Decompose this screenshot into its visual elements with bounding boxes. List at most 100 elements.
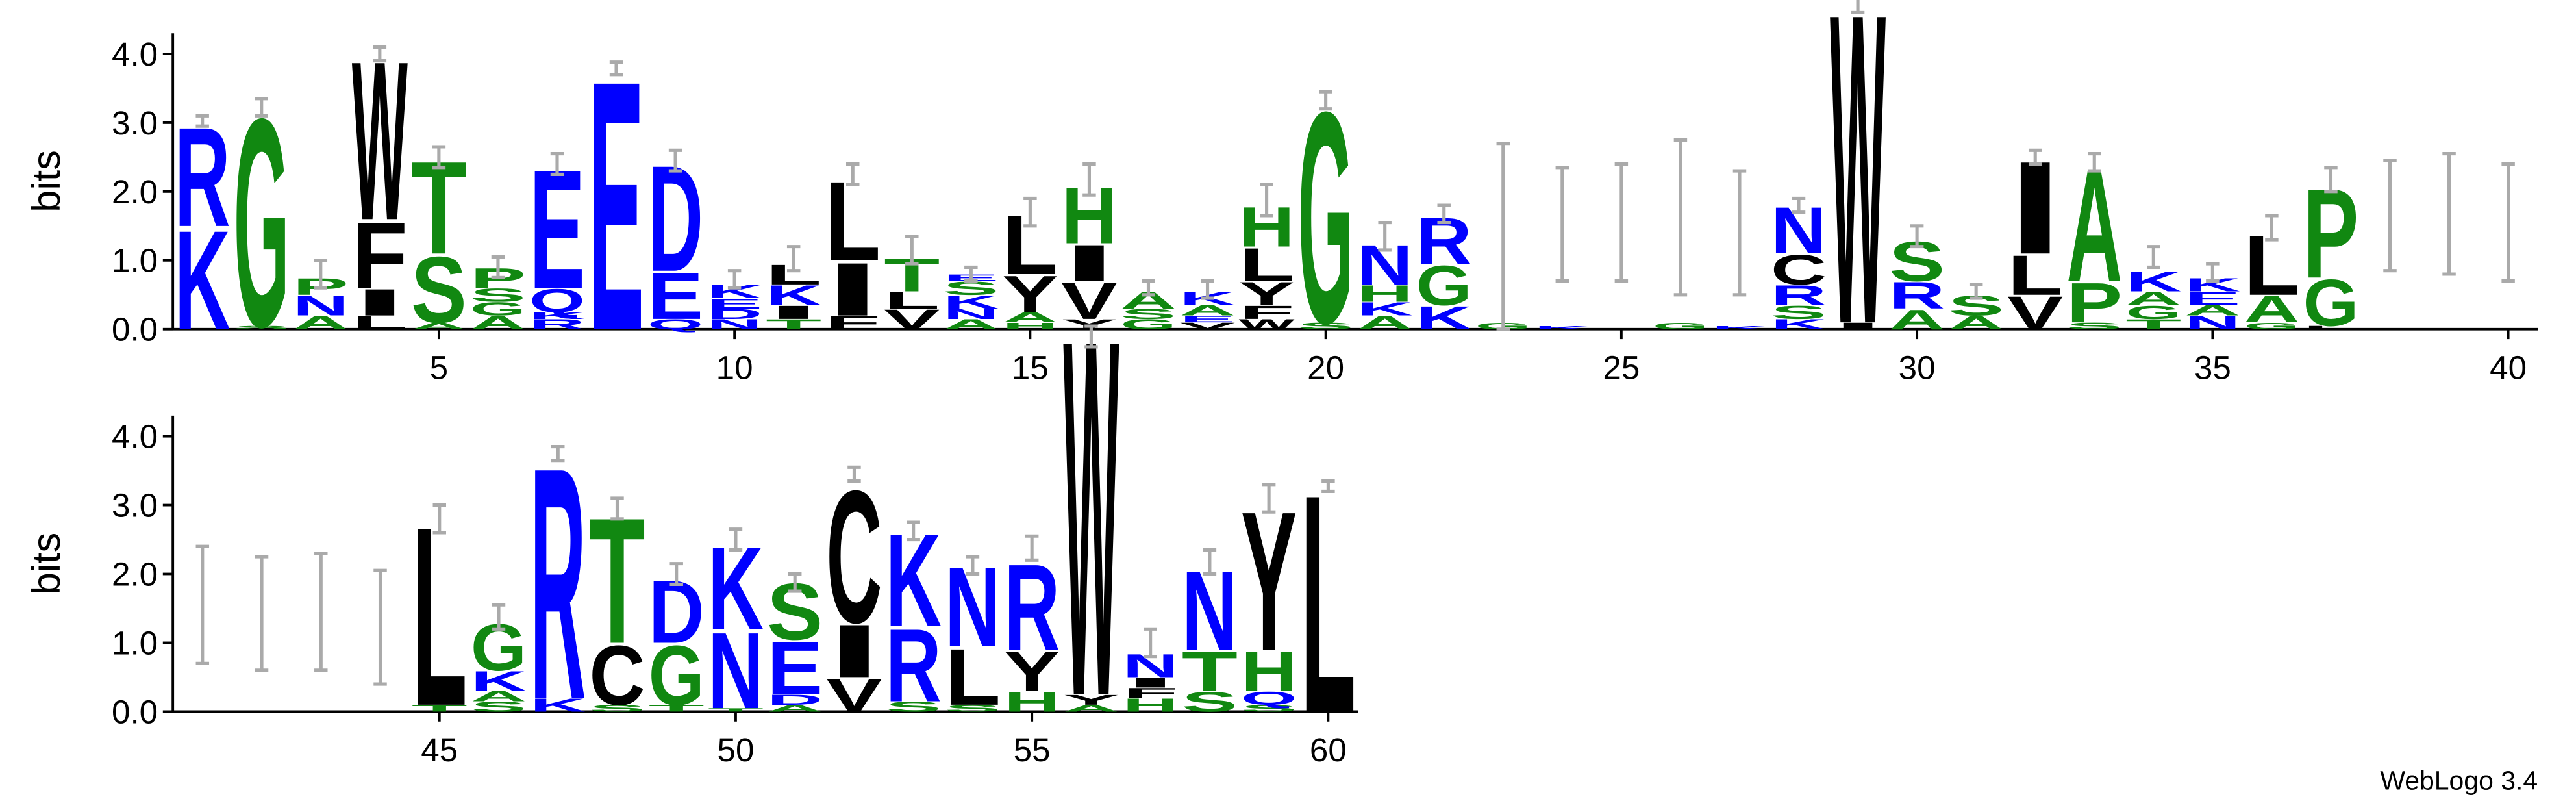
letter: S	[1771, 302, 1827, 324]
letter-glyph: K	[529, 311, 585, 321]
error-bar	[907, 520, 920, 542]
letter: L	[1239, 238, 1295, 291]
letter-stack: KGR	[1416, 205, 1472, 336]
letter: F	[352, 203, 408, 309]
letter-glyph: Y	[1239, 275, 1295, 312]
letter-glyph: Q	[647, 316, 703, 332]
letter: S	[470, 285, 526, 306]
error-bar	[1025, 534, 1039, 562]
letter: A	[1889, 303, 1945, 335]
letter: A	[767, 703, 823, 713]
letter: S	[234, 325, 290, 330]
letter-glyph: K	[175, 202, 231, 360]
letter-stack: HYR	[1004, 539, 1060, 718]
letter-glyph: I	[1123, 675, 1179, 691]
x-tick-label: 45	[421, 731, 458, 768]
letter: F	[825, 312, 881, 333]
letter: S	[886, 699, 942, 715]
letter-glyph: H	[1123, 694, 1179, 716]
letter-glyph: L	[2007, 244, 2063, 307]
error-bar	[195, 544, 210, 665]
error-bar	[2147, 245, 2160, 269]
error-bar	[1732, 169, 1747, 297]
y-axis-label: bits	[24, 533, 69, 595]
error-bar	[2206, 262, 2220, 283]
letter: S	[589, 703, 645, 713]
letter: E	[767, 626, 823, 711]
letter: H	[1123, 694, 1179, 716]
letter: K	[529, 311, 585, 321]
error-bar	[314, 552, 328, 672]
letter-glyph: A	[1063, 703, 1119, 713]
letter: L	[2007, 244, 2063, 307]
letter: A	[470, 312, 526, 333]
letter-stack: G	[1653, 321, 1708, 331]
letter-glyph: L	[1239, 238, 1295, 291]
letter-glyph: S	[1182, 686, 1238, 718]
letter: I	[1061, 235, 1117, 292]
x-tick-label: 40	[2490, 349, 2527, 387]
error-bar	[1201, 279, 1214, 300]
error-bar	[2088, 152, 2101, 173]
letter: T	[649, 703, 705, 713]
letter-glyph: A	[470, 312, 526, 333]
letter: L	[884, 287, 940, 314]
letter-glyph: T	[412, 703, 468, 713]
letter: R	[1889, 275, 1945, 317]
x-tick-label: 60	[1310, 731, 1347, 768]
letter-glyph: F	[352, 203, 408, 309]
error-bar	[2265, 214, 2279, 242]
letter: K	[1534, 325, 1590, 330]
letter-stack: GSA	[1121, 287, 1177, 332]
letter-glyph: K	[1416, 299, 1472, 336]
y-axis-label: bits	[24, 150, 69, 212]
letter: S	[1241, 703, 1297, 713]
error-bar	[964, 265, 978, 283]
y-tick-label: 1.0	[112, 624, 158, 661]
letter-stack: AS	[1948, 290, 2004, 333]
error-bar	[195, 114, 209, 128]
letter-glyph: S	[1241, 703, 1297, 713]
error-bar	[847, 465, 861, 483]
letter-glyph: E	[767, 626, 823, 711]
y-tick-label: 3.0	[112, 105, 158, 142]
letter-glyph: N	[708, 610, 764, 731]
letter: I	[1123, 675, 1179, 691]
error-bar	[1673, 138, 1688, 297]
y-tick-label: 4.0	[112, 36, 158, 73]
error-bar	[1910, 224, 1924, 249]
error-bar	[432, 145, 446, 170]
letter-stack: AYW	[1063, 233, 1119, 803]
letter-stack: SRK	[886, 506, 942, 724]
x-tick-label: 20	[1307, 349, 1344, 387]
letter: A	[2184, 303, 2240, 318]
letter: G	[2303, 266, 2358, 340]
letter: L	[2303, 325, 2358, 330]
letter: G	[1653, 321, 1708, 331]
letter-glyph: W	[1830, 0, 1886, 417]
letter: S	[411, 238, 467, 343]
letter-glyph: F	[825, 312, 881, 333]
error-bar	[1142, 279, 1155, 297]
y-tick-label: 1.0	[112, 242, 158, 279]
letter-glyph: R	[1889, 275, 1945, 317]
letter: G	[2125, 302, 2181, 324]
letter-glyph: V	[1061, 272, 1117, 330]
letter-glyph: K	[1712, 325, 1768, 330]
letter: I	[825, 247, 881, 332]
letter-stack: ARS	[1889, 230, 1945, 335]
letter-stack: K	[1712, 325, 1768, 330]
letter-glyph: I	[825, 247, 881, 332]
letter-glyph: I	[1061, 235, 1117, 292]
letter-glyph: C	[589, 628, 645, 723]
error-bar	[1378, 220, 1392, 252]
letter-glyph: T	[2125, 316, 2181, 332]
x-tick-label: 30	[1899, 349, 1936, 387]
